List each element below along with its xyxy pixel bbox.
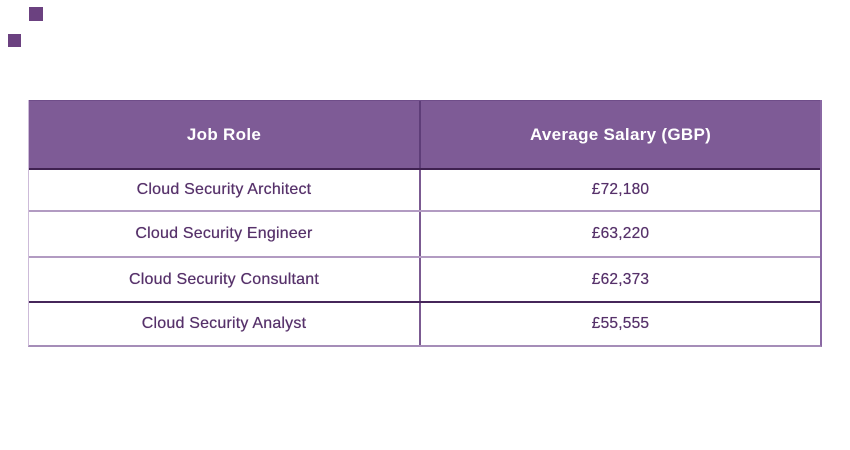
header-cell-average-salary: Average Salary (GBP) bbox=[529, 124, 712, 144]
salary-table: Job Role Average Salary (GBP) Cloud Secu… bbox=[28, 100, 822, 347]
table-header-row: Job Role Average Salary (GBP) bbox=[29, 100, 820, 170]
cell-job-role: Cloud Security Analyst bbox=[29, 303, 421, 345]
cell-salary: £72,180 bbox=[591, 181, 650, 198]
decorative-square-left bbox=[8, 34, 21, 47]
table-row: Cloud Security Architect £72,180 bbox=[29, 170, 820, 212]
decorative-square-top bbox=[29, 7, 43, 21]
table-row: Cloud Security Consultant £62,373 bbox=[29, 258, 820, 303]
cell-salary: £62,373 bbox=[591, 270, 650, 288]
cell-salary: £55,555 bbox=[591, 315, 650, 332]
table-row: Cloud Security Engineer £63,220 bbox=[29, 212, 820, 258]
table-row: Cloud Security Analyst £55,555 bbox=[29, 303, 820, 345]
header-cell-job-role: Job Role bbox=[29, 101, 421, 168]
cell-salary: £63,220 bbox=[591, 225, 650, 242]
cell-job-role: Cloud Security Engineer bbox=[29, 212, 421, 256]
cell-job-role: Cloud Security Architect bbox=[29, 170, 421, 210]
cell-job-role: Cloud Security Consultant bbox=[29, 258, 421, 301]
